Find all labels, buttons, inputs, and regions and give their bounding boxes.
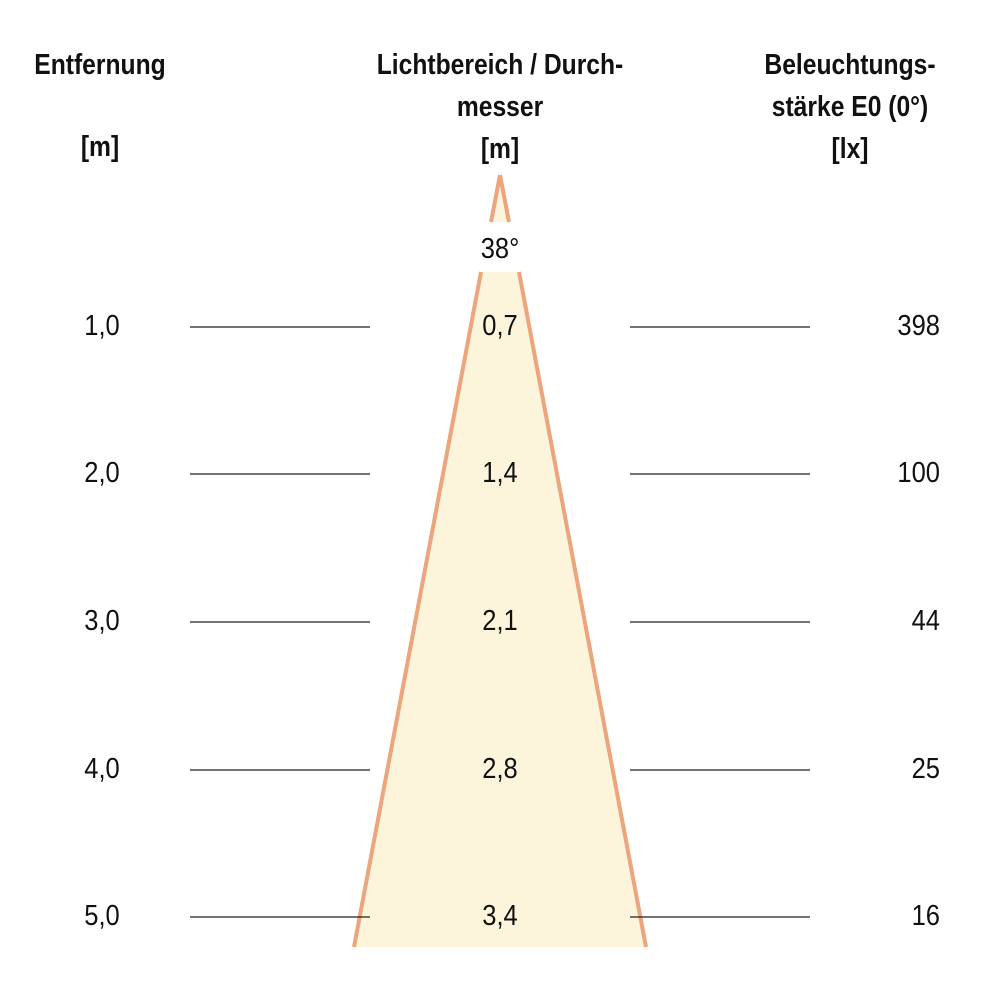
- cone-edges: [352, 174, 648, 948]
- distance-header-unit: [m]: [80, 131, 120, 163]
- diameter-header-unit: [m]: [480, 133, 520, 165]
- row-distance: 2,0: [84, 457, 120, 489]
- row-distance: 3,0: [84, 605, 120, 637]
- row-distance: 5,0: [84, 900, 120, 932]
- row-illuminance: 44: [911, 605, 940, 637]
- angle-label-gap: [440, 222, 560, 272]
- illuminance-header: Beleuchtungs- stärke E0 (0°) [lx]: [740, 44, 961, 170]
- illuminance-header-unit: [lx]: [831, 133, 869, 165]
- distance-header-title: Entfernung: [34, 49, 166, 81]
- beam-angle-label: 38°: [480, 233, 520, 265]
- illuminance-header-line2: stärke E0 (0°): [771, 91, 929, 123]
- row-illuminance: 16: [911, 900, 940, 932]
- diameter-header: Lichtbereich / Durch- messer [m]: [347, 44, 653, 170]
- row-illuminance: 100: [897, 457, 940, 489]
- row-illuminance: 398: [897, 310, 940, 342]
- row-diameter: 0,7: [482, 310, 518, 342]
- distance-header: Entfernung [m]: [15, 44, 185, 168]
- illuminance-header-line1: Beleuchtungs-: [764, 49, 936, 81]
- diameter-header-line2: messer: [456, 91, 544, 123]
- row-distance: 4,0: [84, 753, 120, 785]
- row-distance: 1,0: [84, 310, 120, 342]
- light-cone: [354, 175, 646, 947]
- diameter-header-line1: Lichtbereich / Durch-: [376, 49, 624, 81]
- row-diameter: 2,8: [482, 753, 518, 785]
- row-diameter: 1,4: [482, 457, 518, 489]
- row-diameter: 2,1: [482, 605, 518, 637]
- row-illuminance: 25: [911, 753, 940, 785]
- row-diameter: 3,4: [482, 900, 518, 932]
